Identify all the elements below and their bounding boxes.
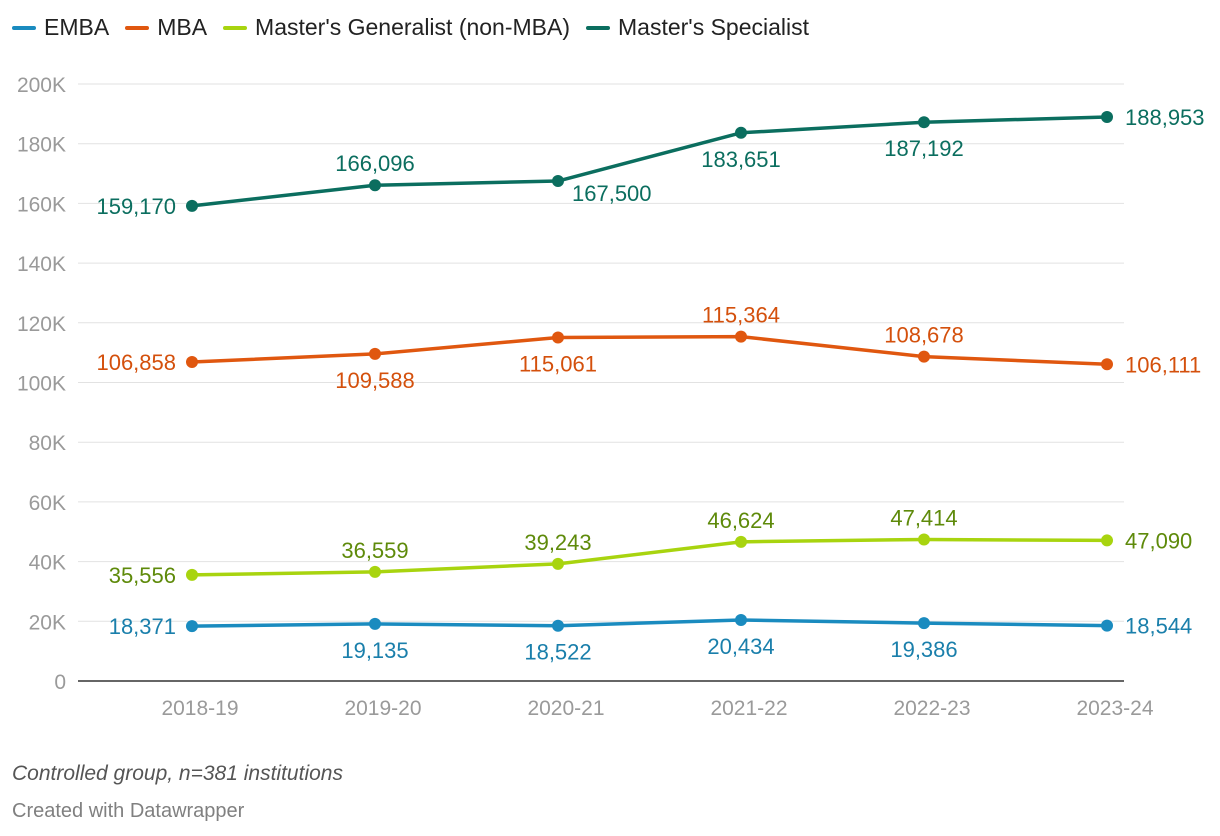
- data-point: [1101, 619, 1113, 632]
- legend-swatch: [223, 25, 248, 30]
- data-label: 106,111: [1125, 352, 1201, 377]
- data-point: [186, 568, 198, 581]
- y-tick-label: 60K: [29, 492, 66, 515]
- data-label: 20,434: [707, 634, 774, 659]
- x-tick-label: 2018-19: [161, 697, 238, 720]
- y-tick-label: 200K: [17, 74, 66, 97]
- legend-item: MBA: [125, 14, 207, 41]
- data-label: 108,678: [884, 323, 964, 348]
- data-label: 188,953: [1125, 105, 1205, 130]
- y-tick-label: 120K: [17, 313, 66, 336]
- x-axis-ticks: 2018-19 2019-20 2020-21 2021-22 2022-23 2023-…: [161, 697, 1153, 720]
- y-tick-label: 0: [54, 671, 66, 694]
- legend-label: MBA: [157, 14, 208, 40]
- data-point: [552, 175, 564, 188]
- data-label: 159,170: [96, 194, 176, 219]
- data-point: [552, 619, 564, 632]
- data-label: 35,556: [109, 563, 176, 588]
- data-point: [735, 614, 747, 627]
- x-tick-label: 2020-21: [527, 697, 604, 720]
- data-point: [918, 116, 930, 129]
- data-point: [186, 620, 198, 633]
- data-label: 39,243: [524, 530, 591, 555]
- data-label: 18,522: [524, 640, 591, 665]
- data-point: [735, 126, 747, 139]
- data-point: [369, 179, 381, 192]
- data-label: 115,364: [702, 303, 780, 328]
- data-point: [735, 535, 747, 548]
- gridlines: [78, 83, 1124, 682]
- data-label: 106,858: [96, 350, 176, 375]
- data-point: [552, 331, 564, 344]
- data-label: 47,414: [890, 505, 957, 530]
- data-label: 19,135: [341, 638, 408, 663]
- legend-swatch: [125, 25, 150, 30]
- chart-notes: Controlled group, n=381 institutions: [12, 762, 343, 785]
- data-label: 187,192: [884, 136, 964, 161]
- x-tick-label: 2022-23: [893, 697, 970, 720]
- y-tick-label: 100K: [17, 373, 66, 396]
- series-line: [190, 115, 1109, 208]
- legend-label: EMBA: [44, 14, 110, 40]
- legend-item: EMBA: [12, 14, 109, 41]
- y-tick-label: 180K: [17, 134, 66, 157]
- data-point: [1101, 534, 1113, 547]
- chart-credit: Created with Datawrapper: [12, 800, 245, 822]
- data-point: [369, 347, 381, 360]
- data-point: [369, 565, 381, 578]
- data-point: [552, 557, 564, 570]
- series-line: [190, 537, 1109, 577]
- series-line: [190, 618, 1109, 628]
- x-tick-label: 2019-20: [344, 697, 421, 720]
- data-label: 36,559: [341, 538, 408, 563]
- y-tick-label: 160K: [17, 193, 66, 216]
- legend-swatch: [586, 25, 611, 30]
- data-point: [186, 356, 198, 369]
- data-point: [1101, 110, 1113, 123]
- data-point: [369, 617, 381, 630]
- series-line: [190, 334, 1109, 367]
- series-lines: [186, 110, 1113, 633]
- data-point: [735, 330, 747, 343]
- y-tick-label: 20K: [29, 611, 66, 634]
- data-label: 47,090: [1125, 528, 1192, 553]
- x-tick-label: 2021-22: [710, 697, 787, 720]
- data-point: [1101, 358, 1113, 371]
- data-point: [918, 350, 930, 363]
- legend-item: Master's Specialist: [586, 14, 809, 41]
- data-label: 166,096: [335, 151, 415, 176]
- legend-item: Master's Generalist (non-MBA): [223, 14, 570, 41]
- y-tick-label: 40K: [29, 552, 66, 575]
- x-tick-label: 2023-24: [1076, 697, 1153, 720]
- data-labels: 18,371 19,135 18,522 20,434 19,386 18,544 106,…: [96, 105, 1204, 665]
- data-label: 115,061: [519, 352, 597, 377]
- data-label: 109,588: [335, 368, 415, 393]
- data-point: [186, 199, 198, 212]
- y-tick-label: 140K: [17, 253, 66, 276]
- data-label: 19,386: [890, 637, 957, 662]
- legend-label: Master's Generalist (non-MBA): [255, 14, 571, 40]
- legend-label: Master's Specialist: [618, 14, 810, 40]
- data-label: 18,371: [109, 614, 176, 639]
- data-label: 183,651: [701, 147, 781, 172]
- legend-swatch: [12, 25, 36, 30]
- data-label: 18,544: [1125, 614, 1192, 639]
- line-chart: 0 20K 40K 60K 80K 100K 120K 140K 160K 180K 200K 20…: [17, 74, 1205, 720]
- data-label: 167,500: [572, 181, 652, 206]
- data-label: 46,624: [707, 508, 774, 533]
- data-point: [918, 533, 930, 546]
- y-axis-ticks: 0 20K 40K 60K 80K 100K 120K 140K 160K 180K 200K: [17, 74, 66, 694]
- y-tick-label: 80K: [29, 432, 66, 455]
- data-point: [918, 617, 930, 630]
- chart-legend: EMBA MBA Master's Generalist (non-MBA) Mast…: [12, 14, 825, 41]
